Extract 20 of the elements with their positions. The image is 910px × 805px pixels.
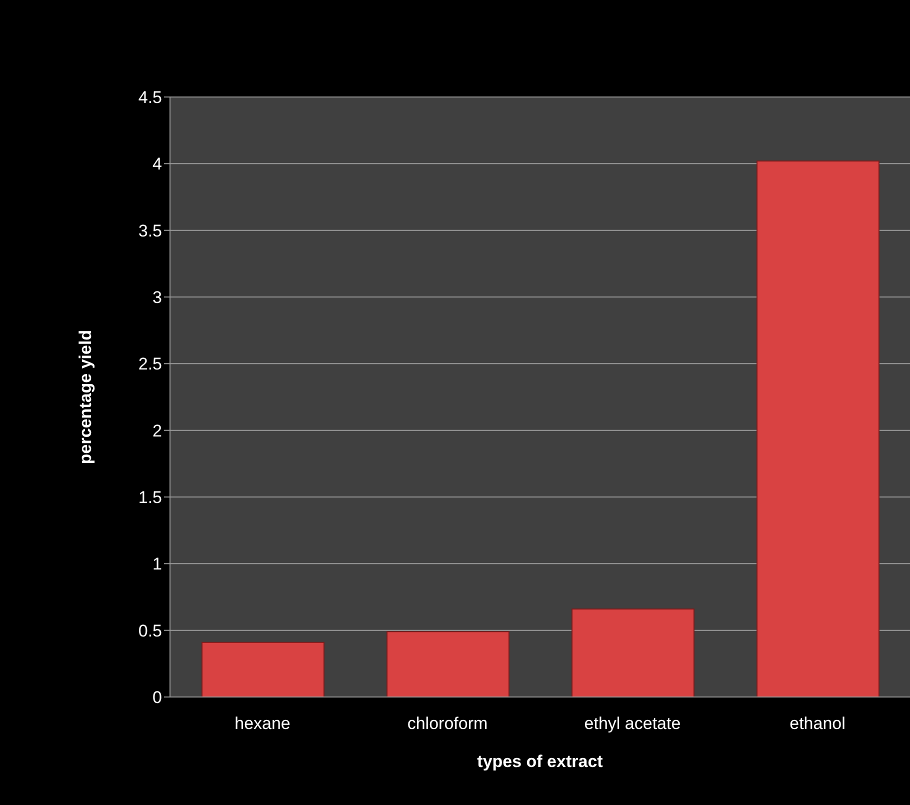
bar xyxy=(386,631,510,697)
y-axis-title: percentage yield xyxy=(76,330,96,464)
bar xyxy=(572,608,694,697)
y-tick-label: 3 xyxy=(152,288,162,308)
x-tick-label: ethyl acetate xyxy=(584,714,681,734)
y-tick-label: 1.5 xyxy=(138,488,162,508)
y-tick-label: 0 xyxy=(152,688,162,708)
x-axis-title: types of extract xyxy=(477,752,604,771)
x-tick-label: hexane xyxy=(234,714,290,734)
y-tick-label: 3.5 xyxy=(138,221,162,240)
x-tick-label: ethanol xyxy=(790,714,846,734)
bar xyxy=(202,642,324,697)
y-tick-label: 4.5 xyxy=(138,88,162,108)
y-tick-label: 2.5 xyxy=(138,354,162,374)
y-tick-label: 0.5 xyxy=(138,621,162,640)
y-tick-label: 4 xyxy=(152,154,162,174)
y-tick-label: 2 xyxy=(152,421,162,440)
y-tick-label: 1 xyxy=(152,554,162,574)
x-tick-label: chloroform xyxy=(407,714,488,734)
bar xyxy=(756,160,880,697)
